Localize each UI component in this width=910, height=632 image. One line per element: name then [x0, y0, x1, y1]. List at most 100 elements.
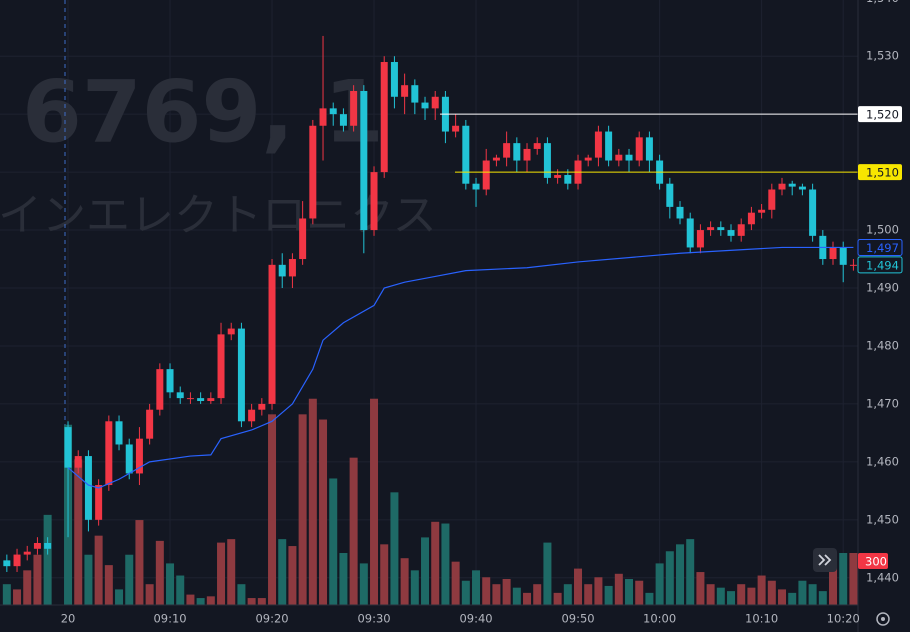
candle-body — [227, 328, 235, 335]
candle-body — [707, 227, 715, 231]
candle-body — [584, 157, 592, 161]
volume-bar — [431, 521, 440, 605]
volume-bar — [237, 584, 246, 605]
volume-bar — [737, 584, 746, 605]
candle-body — [778, 183, 786, 190]
volume-bar — [278, 539, 287, 605]
volume-bar — [706, 584, 715, 605]
volume-bar — [808, 584, 817, 605]
candle-body — [788, 183, 796, 187]
volume-bar — [839, 553, 848, 605]
candle-body — [329, 108, 337, 115]
candle-body — [390, 62, 398, 97]
candle-body — [605, 131, 613, 161]
candle-body — [186, 398, 194, 400]
volume-bar — [584, 584, 593, 605]
volume-bar — [176, 575, 185, 605]
candle-body — [829, 247, 837, 260]
candle-body — [380, 62, 388, 173]
volume-bar — [818, 591, 827, 605]
volume-bar — [115, 589, 124, 605]
candle-body — [278, 264, 286, 277]
x-tick-label: 09:10 — [153, 612, 186, 626]
volume-bar — [84, 554, 93, 605]
volume-bar — [135, 520, 144, 605]
volume-bar — [747, 587, 756, 605]
x-tick-label: 09:40 — [459, 612, 492, 626]
candle-body — [676, 206, 684, 219]
candle-body — [717, 227, 725, 231]
candle-body — [727, 230, 735, 236]
candle-body — [105, 421, 113, 486]
volume-bar — [23, 570, 32, 605]
volume-bar — [686, 539, 695, 605]
volume-bar — [298, 414, 307, 605]
candle-body — [74, 456, 82, 468]
volume-bar — [676, 544, 685, 605]
candle-body — [125, 444, 133, 474]
volume-bar — [125, 554, 134, 605]
candle-body — [95, 485, 103, 520]
candle-body — [462, 125, 470, 184]
candle-body — [737, 224, 745, 236]
x-tick-label: 10:20 — [827, 612, 860, 626]
volume-bar — [849, 553, 858, 605]
y-tick-label: 1,440 — [866, 570, 899, 584]
y-tick-label: 1,530 — [866, 49, 899, 63]
candle-body — [554, 175, 562, 178]
volume-bar — [482, 577, 491, 605]
candle-body — [268, 264, 276, 404]
candle-body — [217, 334, 225, 399]
volume-bar — [308, 398, 317, 605]
candle-body — [839, 247, 847, 265]
settings-icon[interactable] — [876, 612, 890, 626]
volume-bar — [553, 592, 562, 605]
candle-body — [758, 209, 766, 213]
watermark-symbol: 6769, 1 — [22, 62, 384, 162]
y-tick-label: 1,540 — [866, 0, 899, 5]
volume-bar — [145, 584, 154, 605]
volume-last-label: 300 — [865, 555, 887, 569]
volume-bar — [594, 577, 603, 605]
x-tick-label: 20 — [61, 612, 76, 626]
scroll-button[interactable] — [813, 548, 837, 572]
volume-bar — [614, 573, 623, 605]
settings-icon-center — [881, 617, 885, 621]
candle-body — [594, 131, 602, 158]
volume-bar — [829, 561, 838, 605]
candle-body — [686, 218, 694, 248]
candle-body — [176, 392, 184, 399]
candle-body — [288, 259, 296, 277]
volume-bar — [635, 580, 644, 605]
volume-bar — [13, 589, 22, 605]
volume-bar — [329, 478, 338, 605]
volume-bar — [665, 551, 674, 605]
volume-bar — [400, 558, 409, 605]
candle-body — [258, 403, 266, 410]
volume-bar — [410, 570, 419, 605]
candle-body — [625, 154, 633, 161]
volume-bar — [380, 544, 389, 605]
price-line-label: 1,520 — [866, 108, 899, 122]
volume-bar — [451, 561, 460, 605]
volume-bar — [155, 540, 164, 605]
candle-body — [207, 398, 215, 402]
volume-bar — [257, 598, 266, 605]
volume-bar — [492, 584, 501, 605]
y-tick-label: 1,470 — [866, 396, 899, 410]
volume-bar — [727, 591, 736, 605]
volume-bar — [533, 584, 542, 605]
candle-body — [666, 183, 674, 207]
volume-bar — [655, 563, 664, 605]
candle-body — [309, 125, 317, 219]
volume-bar — [74, 459, 83, 605]
vwap-line — [67, 246, 854, 489]
settings-button[interactable] — [876, 612, 890, 626]
price-line-label: 1,510 — [866, 166, 899, 180]
volume-bar — [359, 563, 368, 605]
volume-bar — [370, 398, 379, 605]
candle-body — [533, 143, 541, 149]
candle-body — [543, 143, 551, 178]
